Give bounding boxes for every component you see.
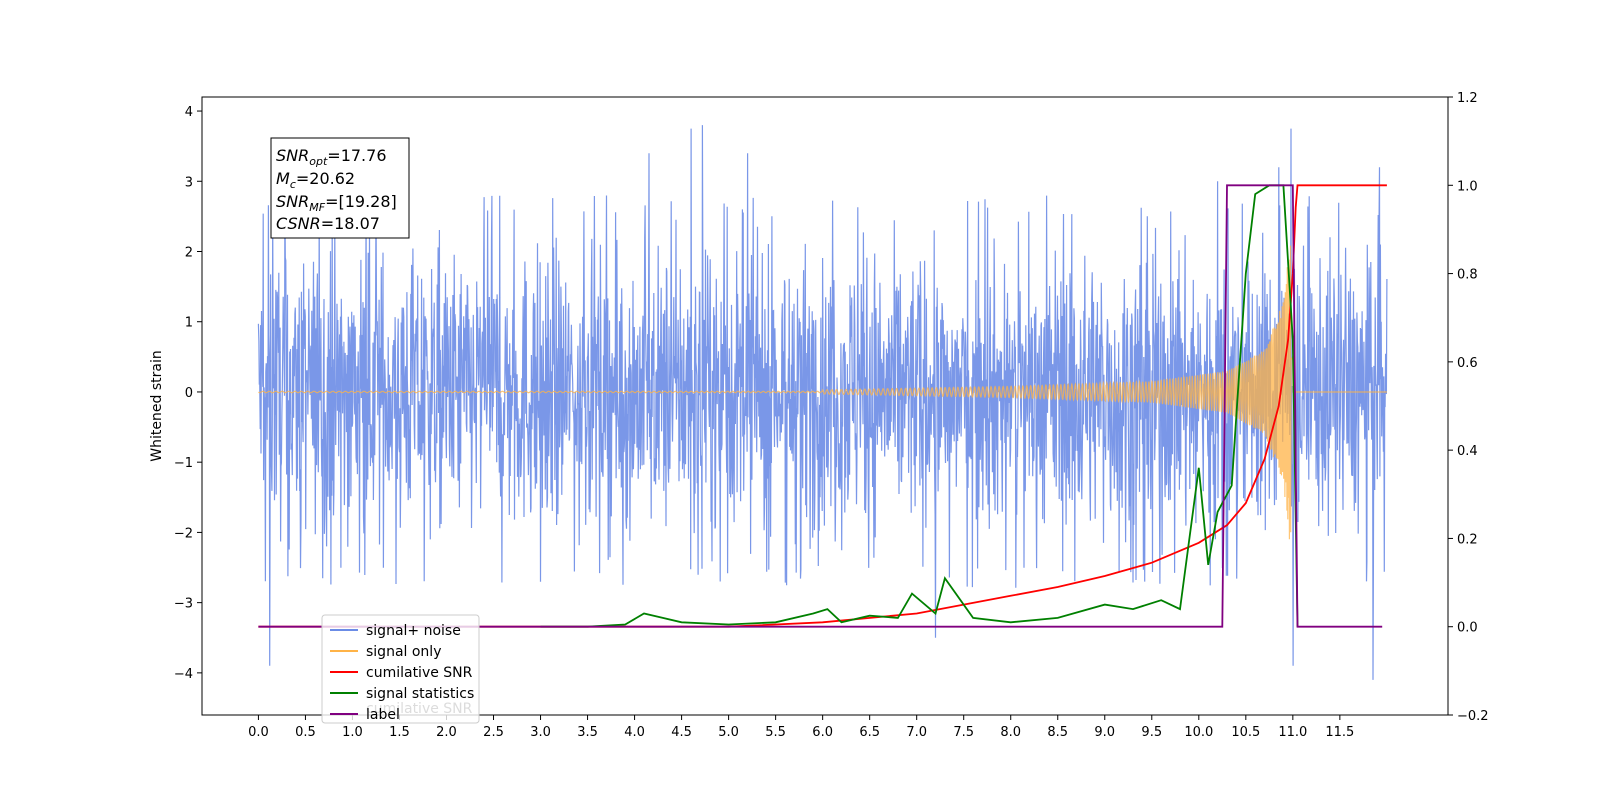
x-tick-label: 8.5 (1047, 725, 1068, 740)
y-left-tick-label: −2 (174, 526, 193, 541)
x-tick-label: 7.5 (953, 725, 974, 740)
x-tick-label: 6.0 (812, 725, 833, 740)
x-tick-label: 11.5 (1325, 725, 1354, 740)
y-right-tick-label: 0.4 (1457, 444, 1478, 459)
y-left-tick-label: 2 (185, 246, 193, 261)
y-axis-left: 4 3 2 1 0 −1 −2 −3 −4 (174, 105, 202, 682)
x-tick-label: 0.0 (248, 725, 269, 740)
x-tick-label: 1.5 (389, 725, 410, 740)
series-signal-statistics (540, 184, 1299, 628)
x-tick-label: 2.0 (436, 725, 457, 740)
legend-box (321, 614, 480, 724)
y-left-tick-label: −3 (174, 597, 193, 612)
x-tick-label: 11.0 (1278, 725, 1307, 740)
annotation-mc: Mc=20.62 (276, 169, 355, 191)
y-right-tick-label: −0.2 (1457, 709, 1489, 724)
legend-label: label (366, 707, 400, 723)
legend-label: signal+ noise (366, 623, 461, 639)
x-axis: 0.0 0.5 1.0 1.5 2.0 2.5 3.0 3.5 4.0 4.5 5.0 5.5 6.0 6… (248, 715, 1354, 740)
y-left-tick-label: 4 (185, 105, 193, 120)
y-right-tick-label: 0.2 (1457, 532, 1478, 547)
y-left-tick-label: 3 (185, 175, 193, 190)
x-tick-label: 1.0 (342, 725, 363, 740)
x-tick-label: 0.5 (295, 725, 316, 740)
x-tick-label: 5.5 (765, 725, 786, 740)
x-tick-label: 9.5 (1141, 725, 1162, 740)
y-right-tick-label: 0.8 (1457, 268, 1478, 283)
annotation-snr-opt: SNRopt=17.76 (276, 146, 387, 168)
axes-frame (201, 96, 1449, 716)
x-tick-label: 10.0 (1184, 725, 1213, 740)
annotation-snr-mf: SNRMF=[19.28] (276, 192, 397, 214)
x-tick-label: 7.0 (906, 725, 927, 740)
legend-ghost-text: cumilative SNR (366, 701, 473, 717)
legend-label: signal only (366, 644, 441, 660)
x-tick-label: 2.5 (483, 725, 504, 740)
y-left-tick-label: −4 (174, 667, 193, 682)
y-left-tick-label: 0 (185, 386, 193, 401)
x-tick-label: 4.0 (624, 725, 645, 740)
plot-area (257, 125, 1388, 680)
series-signal-only (258, 245, 1387, 540)
y-right-tick-label: 0.0 (1457, 621, 1478, 636)
annotation-csnr: CSNR=18.07 (276, 214, 380, 233)
y-left-tick-label: 1 (185, 316, 193, 331)
x-tick-label: 5.0 (718, 725, 739, 740)
y-right-tick-label: 1.0 (1457, 179, 1478, 194)
legend: cumilative SNR signal+ noise signal only c… (321, 614, 480, 724)
x-tick-label: 3.5 (577, 725, 598, 740)
x-tick-label: 9.0 (1094, 725, 1115, 740)
annotation-box: SNRopt=17.76 Mc=20.62 SNRMF=[19.28] CSNR… (270, 137, 410, 239)
x-tick-label: 10.5 (1231, 725, 1260, 740)
x-tick-label: 3.0 (530, 725, 551, 740)
x-tick-label: 4.5 (671, 725, 692, 740)
x-tick-label: 8.0 (1000, 725, 1021, 740)
y-axis-right: 1.2 1.0 0.8 0.6 0.4 0.2 0.0 −0.2 (1448, 91, 1489, 724)
x-tick-label: 6.5 (859, 725, 880, 740)
y-right-tick-label: 1.2 (1457, 91, 1478, 106)
y-axis-label: Whitened strain (149, 350, 165, 461)
y-left-tick-label: −1 (174, 456, 193, 471)
y-right-tick-label: 0.6 (1457, 356, 1478, 371)
legend-label: signal statistics (366, 686, 474, 702)
series-label (258, 184, 1383, 628)
legend-label: cumilative SNR (366, 665, 473, 681)
